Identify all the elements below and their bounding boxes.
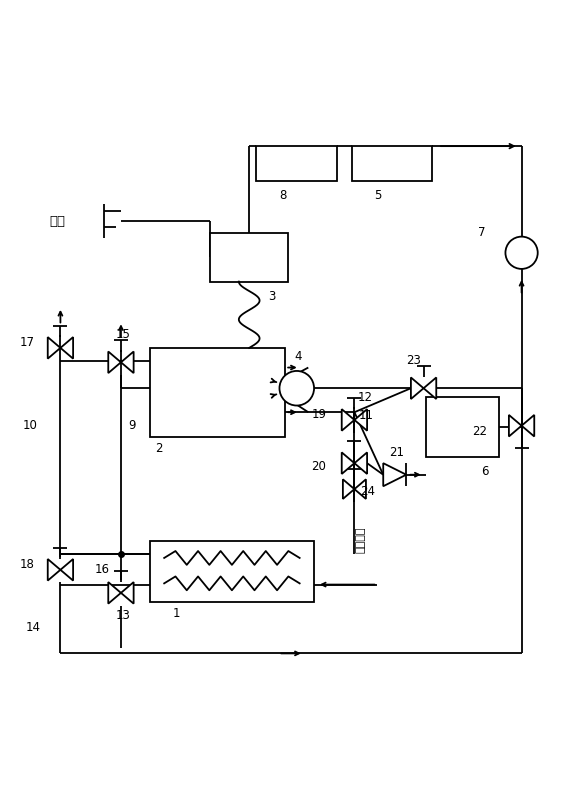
Text: 16: 16 (95, 563, 110, 576)
Text: 9: 9 (128, 419, 136, 432)
Bar (352, 146, 432, 180)
Polygon shape (354, 409, 367, 431)
Polygon shape (61, 337, 73, 359)
Text: 13: 13 (115, 609, 130, 623)
Polygon shape (383, 463, 406, 486)
Bar (257, 146, 337, 180)
Text: 19: 19 (311, 407, 326, 421)
Text: 12: 12 (357, 392, 372, 404)
Polygon shape (521, 415, 534, 437)
Bar (427, 397, 499, 457)
Polygon shape (343, 479, 354, 499)
Text: 14: 14 (26, 621, 41, 634)
Text: 10: 10 (23, 419, 38, 432)
Polygon shape (354, 452, 367, 474)
Polygon shape (424, 377, 436, 399)
Text: 5: 5 (375, 188, 382, 202)
Bar (150, 541, 314, 601)
Text: 21: 21 (389, 446, 404, 459)
Polygon shape (108, 351, 121, 373)
Text: 锅炉给水: 锅炉给水 (355, 526, 365, 553)
Text: 2: 2 (155, 442, 163, 455)
Polygon shape (108, 582, 121, 604)
Polygon shape (342, 409, 354, 431)
Polygon shape (61, 559, 73, 581)
Text: 3: 3 (268, 289, 275, 303)
Text: 7: 7 (478, 226, 486, 239)
Polygon shape (121, 351, 134, 373)
Circle shape (505, 236, 538, 269)
Text: 1: 1 (173, 607, 180, 619)
Polygon shape (411, 377, 424, 399)
Bar (150, 348, 285, 437)
Circle shape (279, 371, 314, 406)
Text: 4: 4 (294, 350, 301, 363)
Polygon shape (121, 582, 134, 604)
Text: 11: 11 (359, 409, 374, 422)
Text: 15: 15 (115, 328, 130, 341)
Text: 17: 17 (20, 336, 35, 348)
Polygon shape (354, 479, 366, 499)
Text: 8: 8 (279, 188, 287, 202)
Text: 24: 24 (360, 485, 375, 499)
Text: 电网: 电网 (49, 214, 65, 228)
Polygon shape (48, 559, 61, 581)
Text: 23: 23 (406, 354, 421, 367)
Bar (210, 232, 288, 281)
Polygon shape (48, 337, 61, 359)
Text: 18: 18 (20, 558, 35, 571)
Polygon shape (342, 452, 354, 474)
Text: 22: 22 (473, 425, 488, 438)
Text: 20: 20 (311, 459, 326, 473)
Text: 6: 6 (481, 466, 489, 478)
Polygon shape (509, 415, 521, 437)
